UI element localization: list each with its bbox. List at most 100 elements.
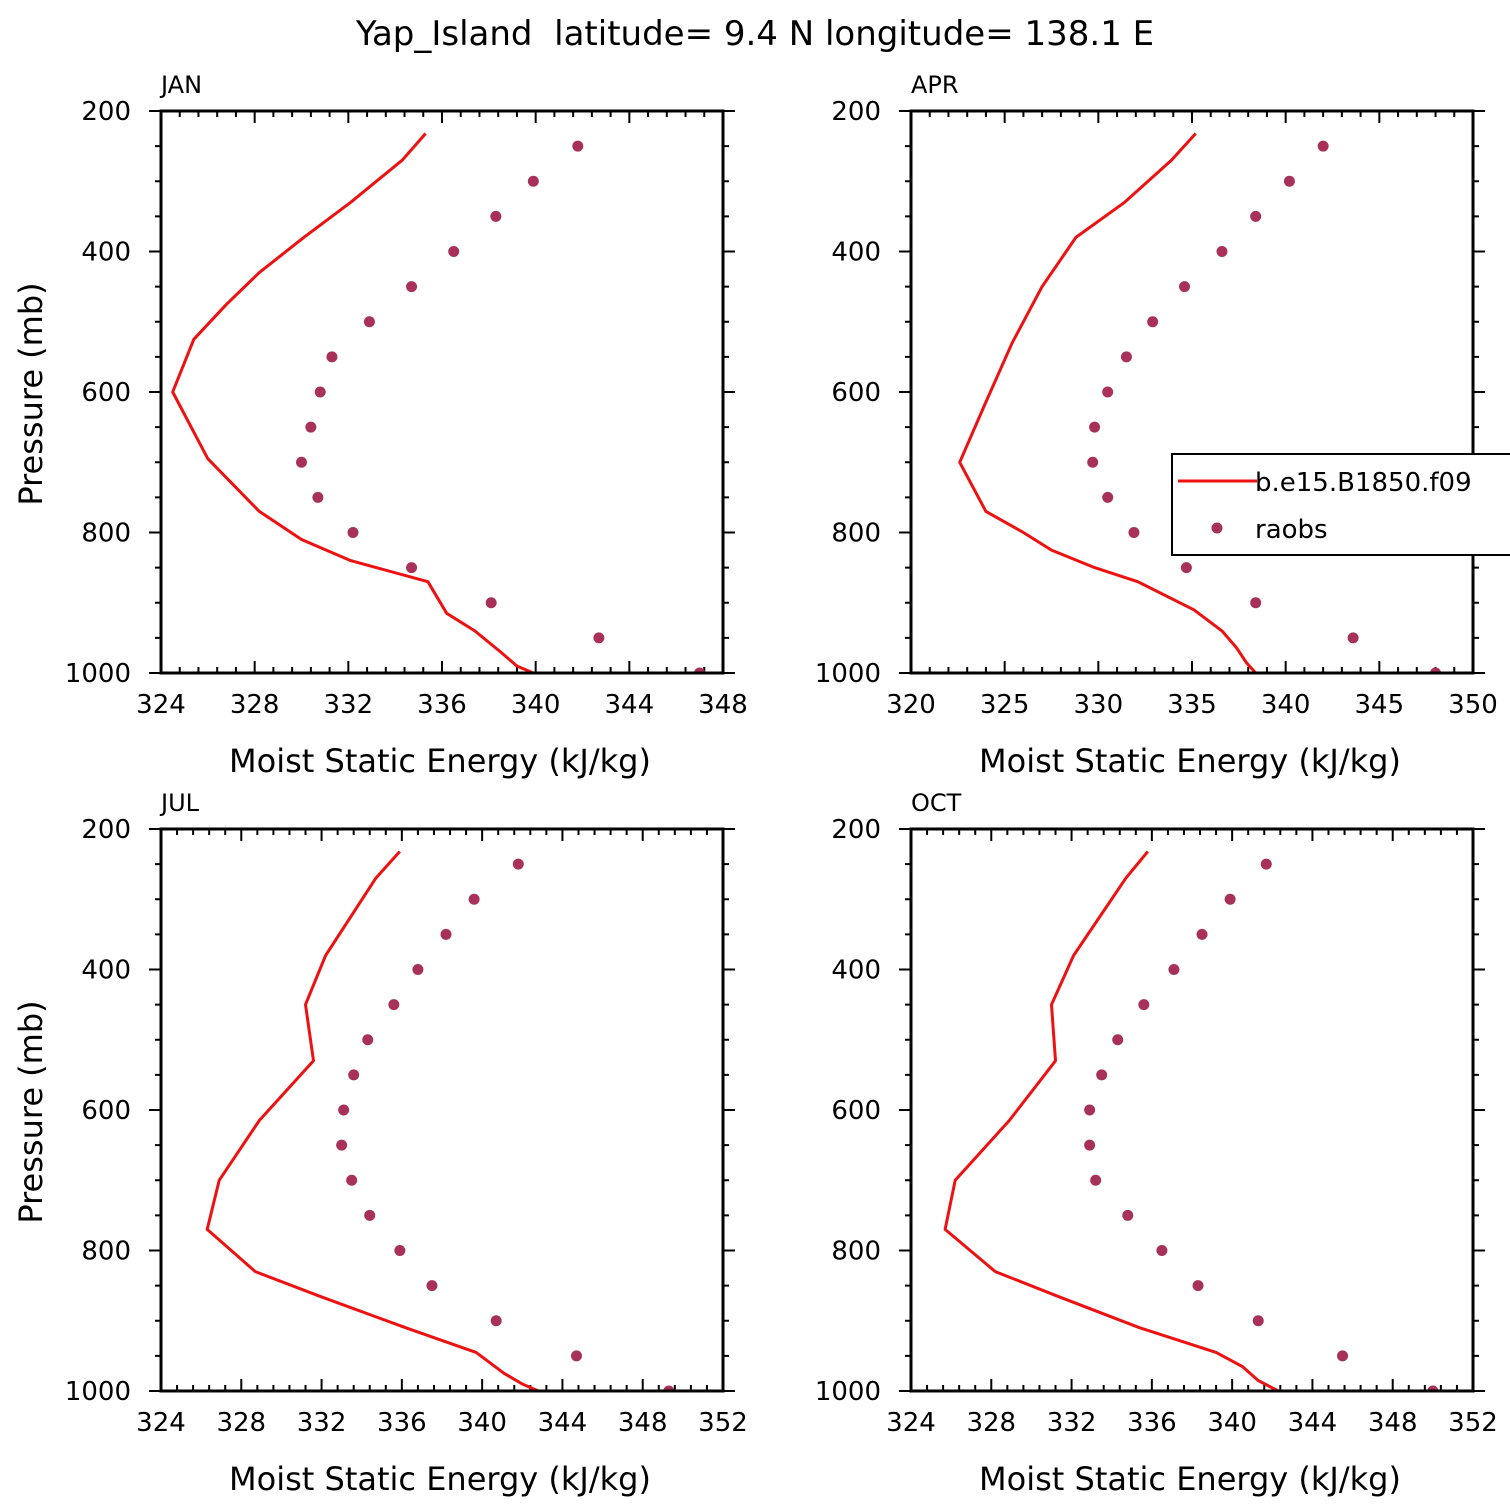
y-tick-label: 800	[831, 519, 881, 549]
x-tick-label: 336	[417, 690, 467, 720]
data-point-raobs	[570, 1350, 582, 1362]
x-tick-label: 332	[297, 1408, 347, 1438]
data-point-raobs	[490, 210, 502, 222]
legend: b.e15.B1850.f09 raobs	[1171, 453, 1510, 556]
series-line-model	[171, 132, 534, 673]
data-point-raobs	[406, 562, 418, 574]
panel-label: OCT	[911, 789, 962, 817]
data-point-raobs	[394, 1245, 406, 1256]
data-point-raobs	[305, 421, 317, 433]
y-tick-label: 1000	[65, 659, 131, 689]
data-point-raobs	[1196, 928, 1208, 940]
data-point-raobs	[363, 316, 375, 328]
x-tick-label: 340	[511, 690, 561, 720]
data-point-raobs	[440, 928, 452, 940]
x-tick-label: 345	[1355, 690, 1405, 720]
data-point-raobs	[1089, 421, 1101, 433]
x-tick-label: 328	[230, 690, 280, 720]
data-point-raobs	[527, 175, 539, 187]
legend-marker-swatch	[1211, 522, 1223, 534]
data-point-raobs	[364, 1209, 376, 1221]
x-tick-label: 348	[618, 1408, 668, 1438]
x-tick-label: 348	[1368, 1408, 1418, 1438]
legend-box	[1171, 453, 1510, 556]
data-point-raobs	[346, 1174, 358, 1186]
x-tick-label: 336	[377, 1408, 427, 1438]
data-point-raobs	[1260, 858, 1272, 870]
plot-frame	[909, 109, 1475, 675]
data-point-raobs	[512, 858, 524, 870]
series-line-model	[205, 850, 539, 1391]
data-point-raobs	[1102, 386, 1114, 398]
x-tick-label: 336	[1127, 1408, 1177, 1438]
y-tick-label: 200	[81, 97, 131, 127]
y-tick-label: 400	[81, 956, 131, 986]
x-tick-label: 324	[886, 1408, 936, 1438]
y-tick-label: 400	[831, 956, 881, 986]
y-tick-label: 200	[831, 815, 881, 845]
y-tick-label: 600	[831, 1096, 881, 1126]
x-axis-label: Moist Static Energy (kJ/kg)	[979, 1460, 1401, 1498]
data-point-raobs	[1179, 281, 1191, 293]
plot-frame	[159, 109, 725, 675]
series-line-model	[958, 132, 1257, 673]
panel-oct: 324 328 332 336 340 344 348 352 200 400 600 800 1000…	[815, 789, 1498, 1498]
plot-area	[958, 132, 1442, 673]
x-axis-label: Moist Static Energy (kJ/kg)	[229, 742, 651, 780]
data-point-raobs	[1337, 1350, 1349, 1362]
x-axis-label: Moist Static Energy (kJ/kg)	[229, 1460, 651, 1498]
data-point-raobs	[1122, 1209, 1134, 1221]
y-tick-label: 1000	[815, 1377, 881, 1407]
data-point-raobs	[1138, 999, 1150, 1011]
series-line-model	[943, 850, 1279, 1391]
plot-area	[205, 850, 675, 1391]
y-tick-label: 400	[831, 238, 881, 268]
panels-group: 324 328 332 336 340 344 348 200 400 600 800 1000 Moi…	[12, 71, 1510, 1498]
data-point-raobs	[1087, 456, 1099, 468]
data-point-raobs	[338, 1104, 350, 1116]
plot-area	[943, 850, 1439, 1391]
x-tick-label: 340	[1261, 690, 1311, 720]
panel-label: APR	[911, 71, 959, 99]
panel-label: JUL	[159, 789, 200, 817]
plot-frame	[159, 827, 725, 1393]
x-tick-label: 352	[698, 1408, 748, 1438]
data-point-raobs	[426, 1280, 438, 1292]
legend-label-model: b.e15.B1850.f09	[1255, 468, 1472, 498]
y-tick-label: 600	[81, 1096, 131, 1126]
data-point-raobs	[406, 281, 418, 293]
data-point-raobs	[1084, 1139, 1096, 1151]
figure-title: Yap_Island latitude= 9.4 N longitude= 13…	[355, 14, 1154, 54]
x-tick-label: 328	[216, 1408, 266, 1438]
data-point-raobs	[1250, 597, 1262, 609]
plot-frame	[909, 827, 1475, 1393]
x-tick-label: 324	[136, 690, 186, 720]
data-point-raobs	[485, 597, 497, 609]
data-point-raobs	[1168, 964, 1180, 975]
y-tick-label: 1000	[815, 659, 881, 689]
x-tick-label: 348	[698, 690, 748, 720]
x-tick-label: 335	[1167, 690, 1217, 720]
y-tick-label: 800	[81, 1237, 131, 1267]
data-point-raobs	[362, 1034, 374, 1046]
data-point-raobs	[1102, 491, 1114, 503]
data-point-raobs	[348, 1069, 360, 1081]
data-point-raobs	[326, 351, 338, 363]
x-tick-label: 344	[605, 690, 655, 720]
y-tick-label: 600	[831, 378, 881, 408]
data-point-raobs	[336, 1139, 348, 1151]
data-point-raobs	[468, 893, 480, 905]
data-point-raobs	[347, 527, 359, 538]
x-tick-label: 330	[1074, 690, 1124, 720]
data-point-raobs	[1112, 1034, 1124, 1046]
data-point-raobs	[1090, 1174, 1102, 1186]
data-point-raobs	[572, 140, 584, 152]
data-point-raobs	[1250, 210, 1262, 222]
data-point-raobs	[312, 491, 324, 503]
x-tick-label: 324	[136, 1408, 186, 1438]
data-point-raobs	[1252, 1315, 1264, 1327]
data-point-raobs	[1283, 175, 1295, 187]
panel-jul: 324 328 332 336 340 344 348 352 200 400 600 800 1000…	[12, 789, 748, 1498]
x-tick-label: 320	[886, 690, 936, 720]
